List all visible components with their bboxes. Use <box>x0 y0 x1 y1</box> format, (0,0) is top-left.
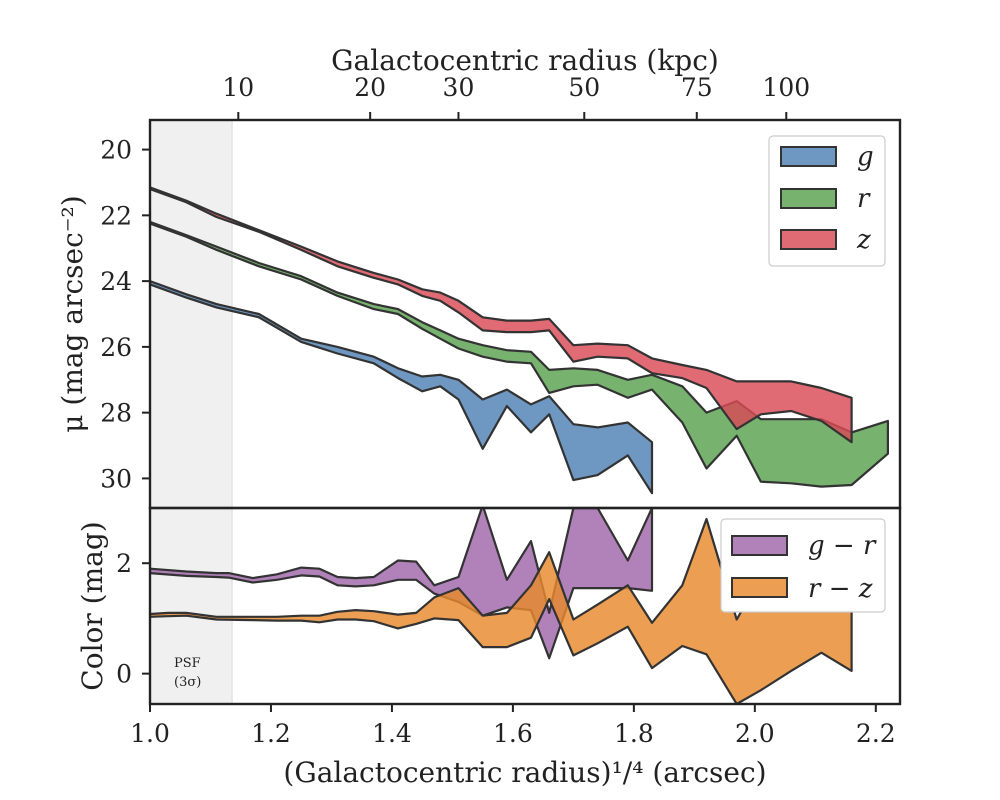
legend-swatch-r-z <box>731 577 788 598</box>
top-x-tick-label: 75 <box>681 73 713 102</box>
top-y-axis-title: μ (mag arcsec⁻²) <box>56 195 89 432</box>
top-x-axis-title: Galactocentric radius (kpc) <box>331 44 719 77</box>
surface-brightness-bands <box>150 186 890 495</box>
bottom-x-tick-label: 1.8 <box>614 719 654 748</box>
top-y-tick-label: 30 <box>100 464 132 493</box>
band-gr <box>150 508 654 660</box>
top-x-tick-label: 30 <box>443 73 475 102</box>
bottom-x-axis-title: (Galactocentric radius)¹/⁴ (arcsec) <box>283 756 766 789</box>
band-z <box>150 186 853 444</box>
legend-label-r-z: r − z <box>808 574 873 604</box>
legend-label-g-r: g − r <box>808 531 877 561</box>
legend-swatch-g-r <box>731 535 788 556</box>
bottom-y-tick-label: 0 <box>116 660 132 689</box>
bottom-x-tick-label: 1.4 <box>372 719 412 748</box>
bottom-x-tick-label: 1.2 <box>251 719 291 748</box>
legend-swatch-z <box>780 229 837 250</box>
top-legend: g r z <box>768 135 886 267</box>
bottom-y-axis-title: Color (mag) <box>76 521 109 690</box>
band-rz <box>150 517 853 704</box>
bottom-legend: g − r r − z <box>720 518 886 613</box>
psf-region-top <box>150 120 232 508</box>
top-x-tick-label: 20 <box>354 73 386 102</box>
top-y-tick-label: 28 <box>100 399 132 428</box>
color-profile-bands <box>150 508 853 704</box>
bottom-y-tick-label: 2 <box>116 549 132 578</box>
axis-ticks: 20 22 24 26 28 30 10 20 30 50 75 100 0 2 1.0 1.2 1.4 1.6 1… <box>100 73 896 748</box>
legend-swatch-r <box>780 188 837 209</box>
top-y-tick-label: 26 <box>100 333 132 362</box>
psf-label-line2: (3σ) <box>174 675 201 690</box>
bottom-x-tick-label: 1.6 <box>493 719 533 748</box>
top-x-tick-label: 10 <box>222 73 254 102</box>
bottom-panel-frame <box>148 506 902 706</box>
top-x-tick-label: 50 <box>568 73 600 102</box>
bottom-x-tick-label: 2.0 <box>735 719 775 748</box>
legend-label-z: z <box>856 225 871 255</box>
bottom-x-tick-label: 2.2 <box>856 719 896 748</box>
band-r <box>150 220 890 488</box>
top-y-tick-label: 22 <box>100 201 132 230</box>
band-g <box>150 280 654 495</box>
bottom-x-tick-label: 1.0 <box>130 719 170 748</box>
psf-region-bottom <box>150 508 232 704</box>
top-x-tick-label: 100 <box>762 73 810 102</box>
psf-label-line1: PSF <box>174 656 201 671</box>
legend-swatch-g <box>780 146 837 167</box>
top-y-tick-label: 24 <box>100 267 132 296</box>
legend-label-g: g <box>857 142 874 172</box>
legend-label-r: r <box>857 184 871 214</box>
top-y-tick-label: 20 <box>100 136 132 165</box>
